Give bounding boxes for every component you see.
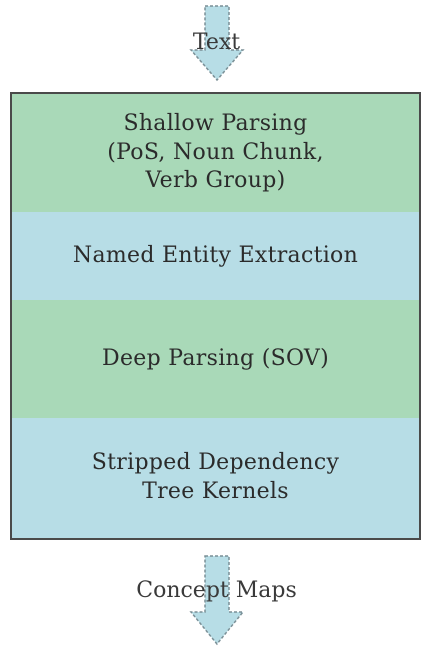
input-arrow: Text [177,4,257,84]
layer-text-line: Named Entity Extraction [72,242,359,268]
layer-text-line: Stripped Dependency [91,450,340,476]
down-arrow-icon [188,5,245,82]
layer-text-line: Verb Group) [145,168,286,194]
layer-text-line: (PoS, Noun Chunk, [107,139,324,165]
input-label: Text [192,30,241,55]
output-label: Concept Maps [136,578,297,603]
down-arrow-icon [188,555,245,646]
layer-text-line: Deep Parsing (SOV) [102,345,329,371]
processing-stack: Shallow Parsing (PoS, Noun Chunk, Verb G… [10,92,421,540]
output-arrow: Concept Maps [117,554,317,646]
layer-text-line: Shallow Parsing [123,111,308,137]
layer-text-line: Tree Kernels [142,479,289,504]
layer-deep-parsing: Deep Parsing (SOV) [12,300,419,418]
layer-named-entity-extraction: Named Entity Extraction [12,212,419,300]
layer-shallow-parsing: Shallow Parsing (PoS, Noun Chunk, Verb G… [12,94,419,212]
layer-dependency-tree-kernels: Stripped Dependency Tree Kernels [12,418,419,538]
